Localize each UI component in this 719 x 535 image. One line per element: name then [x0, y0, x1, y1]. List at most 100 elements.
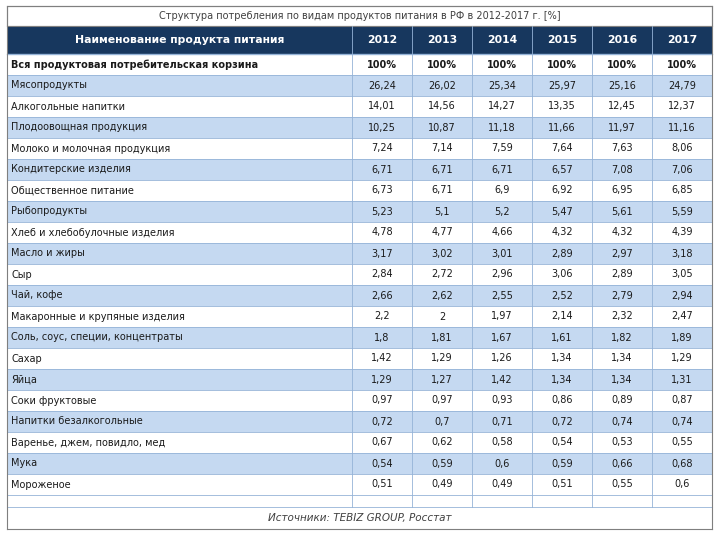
- Text: 13,35: 13,35: [548, 102, 576, 111]
- Text: 0,6: 0,6: [495, 458, 510, 469]
- Text: 1,82: 1,82: [611, 332, 633, 342]
- Text: 2013: 2013: [427, 35, 457, 45]
- Text: 100%: 100%: [367, 59, 397, 70]
- Text: 2016: 2016: [607, 35, 637, 45]
- Text: 7,64: 7,64: [551, 143, 573, 154]
- Text: 14,01: 14,01: [368, 102, 396, 111]
- Text: Хлеб и хлебобулочные изделия: Хлеб и хлебобулочные изделия: [11, 227, 175, 238]
- Text: 0,59: 0,59: [551, 458, 573, 469]
- Text: 1,34: 1,34: [611, 354, 633, 363]
- Text: 0,68: 0,68: [672, 458, 692, 469]
- Text: 6,71: 6,71: [431, 164, 453, 174]
- Bar: [7, 54, 712, 75]
- Text: 6,71: 6,71: [431, 186, 453, 195]
- Bar: [7, 117, 712, 138]
- Text: 0,51: 0,51: [371, 479, 393, 490]
- Text: 100%: 100%: [667, 59, 697, 70]
- Text: 100%: 100%: [487, 59, 517, 70]
- Bar: [7, 222, 712, 243]
- Text: Наименование продукта питания: Наименование продукта питания: [75, 35, 284, 45]
- Text: 1,31: 1,31: [672, 374, 692, 385]
- Text: 4,78: 4,78: [371, 227, 393, 238]
- Bar: [7, 201, 712, 222]
- Text: 5,1: 5,1: [434, 207, 450, 217]
- Text: 10,25: 10,25: [368, 123, 396, 133]
- Text: 4,77: 4,77: [431, 227, 453, 238]
- Text: 5,59: 5,59: [671, 207, 693, 217]
- Text: 6,85: 6,85: [672, 186, 693, 195]
- Text: 1,29: 1,29: [672, 354, 693, 363]
- Text: 0,55: 0,55: [671, 438, 693, 447]
- Text: Чай, кофе: Чай, кофе: [11, 291, 63, 301]
- Text: 7,63: 7,63: [611, 143, 633, 154]
- Text: 1,8: 1,8: [375, 332, 390, 342]
- Text: Кондитерские изделия: Кондитерские изделия: [11, 164, 131, 174]
- Text: 2,97: 2,97: [611, 248, 633, 258]
- Bar: [7, 264, 712, 285]
- Text: 14,27: 14,27: [488, 102, 516, 111]
- Text: 0,97: 0,97: [431, 395, 453, 406]
- Text: Макаронные и крупяные изделия: Макаронные и крупяные изделия: [11, 311, 185, 322]
- Text: 0,66: 0,66: [611, 458, 633, 469]
- Text: 0,55: 0,55: [611, 479, 633, 490]
- Bar: [7, 348, 712, 369]
- Text: 25,34: 25,34: [488, 80, 516, 90]
- Text: 6,92: 6,92: [551, 186, 573, 195]
- Text: 1,34: 1,34: [611, 374, 633, 385]
- Text: Общественное питание: Общественное питание: [11, 186, 134, 195]
- Text: 0,51: 0,51: [551, 479, 573, 490]
- Text: 7,06: 7,06: [672, 164, 693, 174]
- Bar: [7, 75, 712, 96]
- Text: Структура потребления по видам продуктов питания в РФ в 2012-2017 г. [%]: Структура потребления по видам продуктов…: [159, 11, 560, 21]
- Text: 0,74: 0,74: [672, 417, 693, 426]
- Text: Мороженое: Мороженое: [11, 479, 70, 490]
- Text: Варенье, джем, повидло, мед: Варенье, джем, повидло, мед: [11, 438, 165, 447]
- Text: 0,6: 0,6: [674, 479, 690, 490]
- Text: 5,23: 5,23: [371, 207, 393, 217]
- Text: 0,54: 0,54: [371, 458, 393, 469]
- Text: 2,79: 2,79: [611, 291, 633, 301]
- Text: 6,57: 6,57: [551, 164, 573, 174]
- Text: 0,86: 0,86: [551, 395, 573, 406]
- Text: 0,67: 0,67: [371, 438, 393, 447]
- Text: 100%: 100%: [547, 59, 577, 70]
- Bar: [7, 432, 712, 453]
- Text: 1,29: 1,29: [431, 354, 453, 363]
- Text: 0,93: 0,93: [491, 395, 513, 406]
- Text: 0,58: 0,58: [491, 438, 513, 447]
- Text: 1,27: 1,27: [431, 374, 453, 385]
- Text: 5,2: 5,2: [494, 207, 510, 217]
- Bar: [7, 507, 712, 529]
- Text: 0,74: 0,74: [611, 417, 633, 426]
- Text: 0,49: 0,49: [431, 479, 453, 490]
- Text: Плодоовощная продукция: Плодоовощная продукция: [11, 123, 147, 133]
- Text: 0,54: 0,54: [551, 438, 573, 447]
- Text: 1,29: 1,29: [371, 374, 393, 385]
- Text: 0,89: 0,89: [611, 395, 633, 406]
- Text: 2,96: 2,96: [491, 270, 513, 279]
- Text: Сыр: Сыр: [11, 270, 32, 279]
- Text: Вся продуктовая потребительская корзина: Вся продуктовая потребительская корзина: [11, 59, 258, 70]
- Bar: [7, 138, 712, 159]
- Text: 2,47: 2,47: [671, 311, 693, 322]
- Bar: [7, 453, 712, 474]
- Text: 4,32: 4,32: [611, 227, 633, 238]
- Text: 3,06: 3,06: [551, 270, 573, 279]
- Bar: [7, 411, 712, 432]
- Text: Соки фруктовые: Соки фруктовые: [11, 395, 96, 406]
- Text: 25,16: 25,16: [608, 80, 636, 90]
- Text: 1,34: 1,34: [551, 374, 573, 385]
- Text: 2,89: 2,89: [551, 248, 573, 258]
- Text: 2,62: 2,62: [431, 291, 453, 301]
- Text: Яйца: Яйца: [11, 374, 37, 385]
- Text: 10,87: 10,87: [428, 123, 456, 133]
- Text: Молоко и молочная продукция: Молоко и молочная продукция: [11, 143, 170, 154]
- Text: Мука: Мука: [11, 458, 37, 469]
- Bar: [7, 6, 712, 26]
- Text: 25,97: 25,97: [548, 80, 576, 90]
- Text: 2,32: 2,32: [611, 311, 633, 322]
- Text: 4,66: 4,66: [491, 227, 513, 238]
- Bar: [7, 390, 712, 411]
- Text: 1,67: 1,67: [491, 332, 513, 342]
- Text: Сахар: Сахар: [11, 354, 42, 363]
